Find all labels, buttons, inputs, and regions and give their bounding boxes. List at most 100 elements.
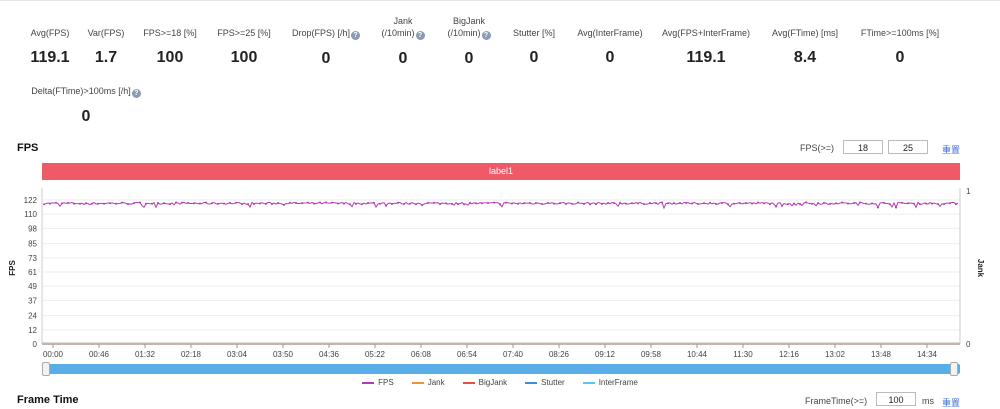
- fps-point: [919, 203, 921, 206]
- fps-point: [193, 202, 195, 205]
- help-icon[interactable]: ?: [415, 31, 425, 40]
- fps-point: [577, 201, 579, 204]
- fps-point: [73, 202, 75, 205]
- fps-point: [109, 202, 111, 205]
- stat-value: 0: [464, 50, 474, 67]
- fps-point: [91, 202, 93, 205]
- fps-point: [445, 202, 447, 205]
- x-tick-label: 14:34: [917, 350, 938, 359]
- fps-point: [265, 202, 267, 205]
- legend-item-stutter[interactable]: Stutter: [525, 378, 565, 387]
- fps-point: [253, 202, 255, 205]
- stat-label-text: Delta(FTime)>100ms [/h]: [31, 86, 131, 96]
- fps-point: [619, 201, 621, 204]
- fps-threshold-2-input[interactable]: 25: [888, 140, 928, 154]
- fps-point: [499, 203, 501, 206]
- fps-reset-link[interactable]: 重置: [942, 145, 961, 155]
- legend-item-jank[interactable]: Jank: [411, 378, 445, 387]
- fps-point: [67, 201, 69, 204]
- x-tick-label: 11:30: [733, 350, 753, 359]
- fps-point: [307, 201, 309, 204]
- fps-point: [355, 202, 357, 205]
- fps-point: [697, 203, 699, 206]
- fps-point: [133, 202, 135, 205]
- fps-point: [955, 203, 957, 206]
- time-range-scrollbar[interactable]: [42, 364, 960, 374]
- frame-time-reset-link[interactable]: 重置: [942, 398, 961, 408]
- fps-point: [841, 201, 843, 204]
- stat-label: FPS>=18 [%]: [143, 28, 197, 38]
- fps-point: [127, 203, 129, 206]
- fps-point: [949, 202, 951, 205]
- fps-point: [247, 203, 249, 206]
- stat-label: FTime>=100ms [%]: [860, 28, 940, 38]
- stat-value: 119.1: [686, 49, 726, 66]
- fps-point: [409, 202, 411, 205]
- y-tick-label: 0: [33, 340, 38, 349]
- help-icon[interactable]: ?: [131, 89, 141, 98]
- stat-label: BigJank: [452, 16, 486, 26]
- fps-point: [187, 201, 189, 204]
- scrollbar-left-handle[interactable]: [42, 362, 50, 376]
- legend-label: BigJank: [478, 378, 508, 387]
- legend-item-bigjank[interactable]: BigJank: [462, 378, 508, 387]
- fps-point: [739, 201, 741, 204]
- fps-point: [655, 202, 657, 205]
- legend-item-interframe[interactable]: InterFrame: [582, 378, 638, 387]
- fps-point: [811, 202, 813, 205]
- fps-point: [907, 202, 909, 205]
- x-tick-label: 09:58: [641, 350, 662, 359]
- stat-jank: Jank (/10min)? 0: [368, 15, 438, 68]
- fps-point: [745, 202, 747, 205]
- y-tick-label: 61: [28, 268, 37, 277]
- fps-point: [901, 201, 903, 204]
- fps-point: [625, 202, 627, 205]
- fps-point: [475, 202, 477, 205]
- legend-swatch: [462, 381, 475, 384]
- fps-point: [799, 202, 801, 205]
- fps-point: [925, 202, 927, 205]
- fps-point: [211, 202, 213, 205]
- stat-ftime-ge-100: FTime>=100ms [%] 0: [850, 27, 950, 67]
- y-tick-label: 110: [24, 210, 37, 219]
- top-divider: [0, 0, 1000, 1]
- y-tick-label: 73: [28, 254, 37, 263]
- fps-point: [391, 203, 393, 206]
- fps-point: [115, 202, 117, 205]
- scrollbar-right-handle[interactable]: [950, 362, 958, 376]
- fps-point: [553, 202, 555, 205]
- fps-point: [223, 202, 225, 205]
- fps-point: [103, 202, 105, 205]
- help-icon[interactable]: ?: [481, 31, 491, 40]
- stat-label: Stutter [%]: [512, 28, 556, 38]
- x-tick-label: 13:02: [825, 350, 846, 359]
- x-tick-label: 01:32: [135, 350, 156, 359]
- stat-value: 100: [156, 49, 184, 66]
- fps-point: [673, 202, 675, 205]
- fps-point: [769, 203, 771, 206]
- fps-point: [733, 202, 735, 205]
- legend-item-fps[interactable]: FPS: [362, 378, 394, 387]
- label-bar[interactable]: label1: [42, 163, 960, 180]
- fps-point: [181, 201, 183, 204]
- stat-value: 100: [230, 49, 258, 66]
- fps-point: [217, 202, 219, 205]
- stat-avg-fps: Avg(FPS) 119.1: [22, 27, 78, 67]
- fps-point: [937, 203, 939, 206]
- stat-label: Avg(FPS+InterFrame): [661, 28, 751, 38]
- help-icon[interactable]: ?: [351, 31, 360, 40]
- fps-point: [505, 201, 507, 204]
- fps-point: [751, 202, 753, 205]
- fps-section-title: FPS: [17, 142, 39, 154]
- frame-time-threshold-input[interactable]: 100: [876, 392, 916, 406]
- fps-point: [85, 202, 87, 205]
- fps-point: [289, 201, 291, 204]
- fps-point: [433, 201, 435, 204]
- fps-point: [805, 201, 807, 204]
- fps-point: [835, 202, 837, 205]
- fps-threshold-1-input[interactable]: 18: [843, 140, 883, 154]
- y-axis-label: FPS: [8, 260, 17, 276]
- fps-point: [301, 202, 303, 205]
- fps-point: [427, 201, 429, 204]
- fps-point: [97, 202, 99, 205]
